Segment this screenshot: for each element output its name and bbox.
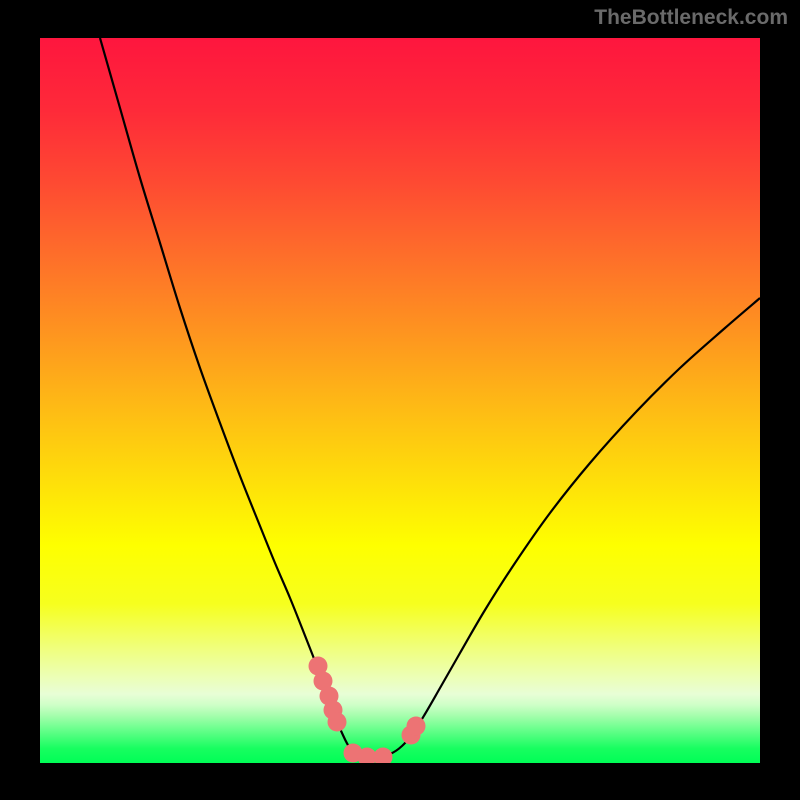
marker-group-left: [309, 657, 347, 732]
marker-group-bottom: [344, 744, 393, 764]
watermark-text: TheBottleneck.com: [594, 6, 788, 30]
data-marker: [374, 748, 393, 764]
marker-group-right: [402, 717, 426, 745]
data-marker: [407, 717, 426, 736]
chart-overlay: [40, 38, 760, 763]
bottleneck-curve: [100, 38, 760, 757]
plot-area: [40, 38, 760, 763]
data-marker: [328, 713, 347, 732]
